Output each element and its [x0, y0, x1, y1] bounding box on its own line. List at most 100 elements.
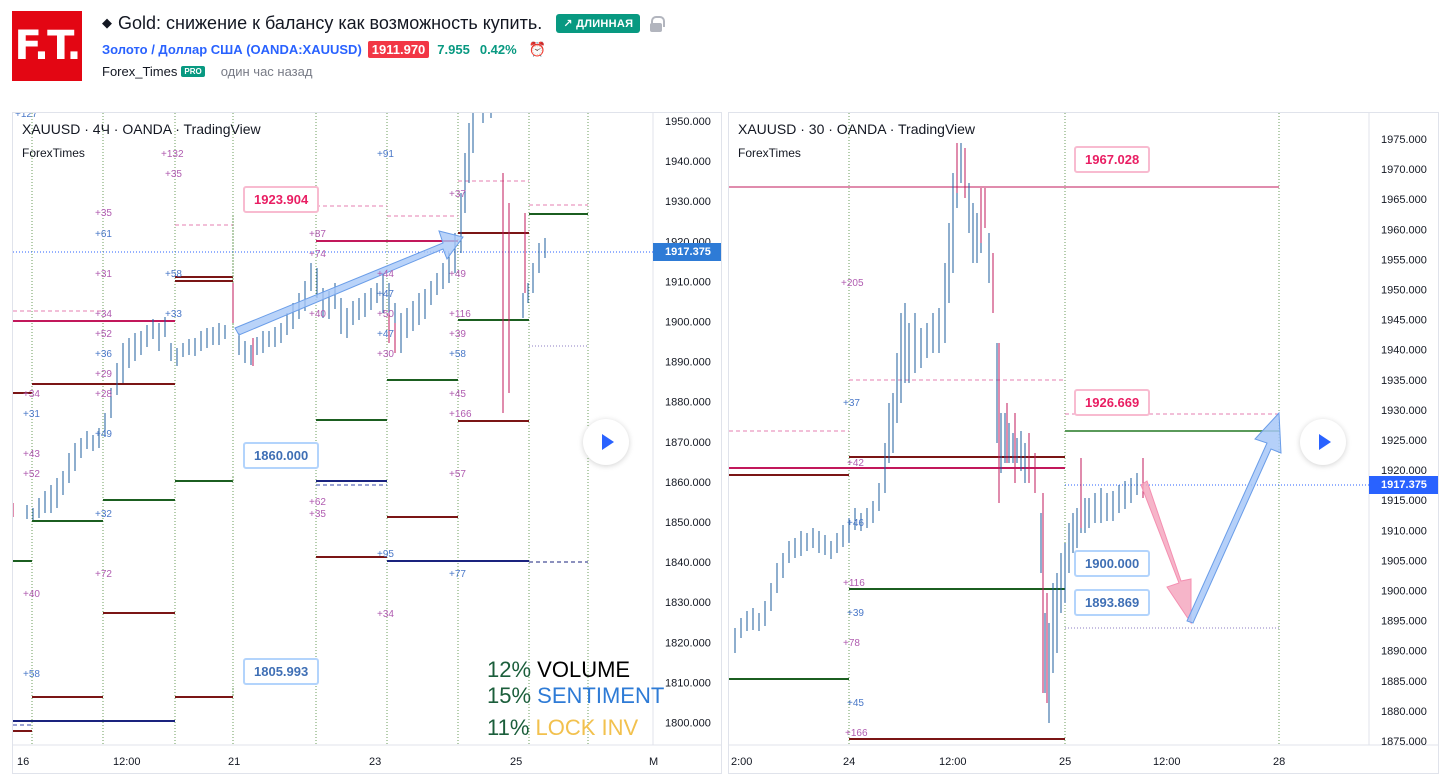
x-tick-label: M — [649, 756, 658, 768]
posted-time: один час назад — [220, 64, 313, 79]
y-tick-label: 1930.000 — [665, 196, 711, 208]
chart-panel-4h[interactable]: 1950.0001940.0001930.0001920.0001910.000… — [12, 112, 722, 774]
volume-annotation: +61 — [95, 229, 112, 240]
volume-annotation: +52 — [23, 469, 40, 480]
volume-annotation: +46 — [847, 518, 864, 529]
y-tick-label: 1885.000 — [1381, 676, 1427, 688]
direction-badge: ↗ ДЛИННАЯ — [556, 13, 641, 33]
stat-sentiment: 15% SENTIMENT — [487, 683, 664, 709]
x-tick-label: 12:00 — [939, 756, 967, 768]
x-tick-label: 28 — [1273, 756, 1285, 768]
y-tick-label: 1955.000 — [1381, 254, 1427, 266]
volume-annotation: +34 — [95, 309, 112, 320]
caret-diamond-icon: ◆ — [102, 15, 112, 30]
play-icon — [1319, 434, 1331, 450]
x-tick-label: 25 — [1059, 756, 1071, 768]
volume-annotation: +43 — [23, 449, 40, 460]
price-badge: 1911.970 — [367, 40, 430, 58]
y-tick-label: 1870.000 — [665, 437, 711, 449]
x-tick-label: 23 — [369, 756, 381, 768]
y-tick-label: 1910.000 — [665, 276, 711, 288]
y-tick-label: 1935.000 — [1381, 375, 1427, 387]
forex-times-logo[interactable]: F.T. — [12, 11, 82, 81]
price-box-1805[interactable]: 1805.993 — [243, 658, 320, 685]
volume-annotation: +78 — [843, 638, 860, 649]
y-tick-label: 1880.000 — [1381, 706, 1427, 718]
volume-annotation: +39 — [449, 329, 466, 340]
price-box-1893[interactable]: 1893.869 — [1074, 589, 1151, 616]
volume-annotation: +116 — [449, 309, 471, 320]
y-tick-label: 1965.000 — [1381, 194, 1427, 206]
chart-4h-canvas[interactable]: 1950.0001940.0001930.0001920.0001910.000… — [13, 113, 722, 774]
y-tick-label: 1890.000 — [665, 357, 711, 369]
volume-annotation: +205 — [841, 278, 864, 289]
chart-panel-30m[interactable]: 1975.000 1970.000 1965.000 1960.000 1955.000… — [728, 112, 1439, 774]
volume-annotation: +58 — [23, 669, 40, 680]
symbol-link[interactable]: Золото / Доллар США (OANDA:XAUUSD) — [102, 41, 362, 57]
y-tick-label: 1900.000 — [665, 317, 711, 329]
volume-annotation: +42 — [847, 458, 864, 469]
volume-annotation: +39 — [847, 608, 864, 619]
volume-annotation: +31 — [23, 409, 40, 420]
price-box-1926[interactable]: 1926.669 — [1074, 389, 1151, 416]
y-tick-label: 1830.000 — [665, 597, 711, 609]
price-box-1900[interactable]: 1900.000 — [1074, 550, 1151, 577]
y-tick-label: 1900.000 — [1381, 586, 1427, 598]
chart-4h-author: ForexTimes — [22, 146, 85, 160]
volume-annotation: +45 — [449, 389, 466, 400]
y-tick-label: 1840.000 — [665, 557, 711, 569]
stat-volume: 12% VOLUME — [487, 657, 664, 683]
volume-annotation: +34 — [23, 389, 40, 400]
x-tick-label: 16 — [17, 756, 29, 768]
pro-badge: PRO — [181, 66, 205, 77]
volume-annotation: +58 — [165, 269, 182, 280]
y-tick-label: 1910.000 — [1381, 525, 1427, 537]
stat-lock-label: LOCK INV — [535, 715, 639, 740]
chart-4h-title: XAUUSD · 4Ч · OANDA · TradingView — [22, 121, 261, 137]
volume-annotation: +72 — [95, 569, 112, 580]
y-tick-label: 1915.000 — [1381, 495, 1427, 507]
volume-annotation: +49 — [95, 429, 112, 440]
volume-annotation: +62 — [309, 497, 326, 508]
stat-lock-inv: 11% LOCK INV — [487, 715, 664, 741]
stat-volume-pct: 12% — [487, 657, 532, 682]
volume-annotation: +57 — [449, 469, 466, 480]
chart-30m-canvas[interactable]: 1975.000 1970.000 1965.000 1960.000 1955.000… — [729, 113, 1439, 774]
y-tick-label: 1810.000 — [665, 677, 711, 689]
volume-annotation: +44 — [377, 269, 394, 280]
x-tick-label: 25 — [510, 756, 522, 768]
price-box-1923[interactable]: 1923.904 — [243, 186, 320, 213]
volume-annotation: +52 — [95, 329, 112, 340]
y-tick-label: 1950.000 — [1381, 285, 1427, 297]
play-replay-button-right[interactable] — [1300, 419, 1346, 465]
volume-annotation: +35 — [95, 208, 112, 219]
volume-annotation: +95 — [377, 549, 394, 560]
y-tick-label: 1930.000 — [1381, 405, 1427, 417]
x-tick-label: 12:00 — [1153, 756, 1181, 768]
price-box-1967[interactable]: 1967.028 — [1074, 146, 1151, 173]
volume-annotation: +127 — [15, 113, 38, 120]
volume-annotation: +45 — [847, 698, 864, 709]
volume-annotation: +37 — [843, 398, 860, 409]
volume-annotation: +33 — [165, 309, 182, 320]
price-box-1860[interactable]: 1860.000 — [243, 442, 320, 469]
last-price-label-30m: 1917.375 — [1369, 476, 1438, 494]
candles-30m — [734, 143, 1138, 723]
y-tick-label: 1850.000 — [665, 517, 711, 529]
volume-annotation: +91 — [377, 149, 394, 160]
volume-annotation: +47 — [377, 289, 394, 300]
idea-title: Gold: снижение к балансу как возможность… — [118, 12, 543, 33]
volume-annotation: +35 — [165, 169, 182, 180]
alarm-clock-icon[interactable]: ⏰ — [528, 40, 547, 57]
volume-annotation: +37 — [449, 189, 466, 200]
volume-annotation: +166 — [845, 728, 868, 739]
volume-annotation: +47 — [377, 329, 394, 340]
x-tick-label: 21 — [228, 756, 240, 768]
chart-30m-author: ForexTimes — [738, 146, 801, 160]
stat-sentiment-label: SENTIMENT — [537, 683, 665, 708]
volume-annotation: +32 — [95, 509, 112, 520]
play-replay-button-left[interactable] — [583, 419, 629, 465]
author-name[interactable]: Forex_Times — [102, 64, 178, 79]
volume-annotation: +29 — [95, 369, 112, 380]
author-row: Forex_Times PRO один час назад — [102, 64, 312, 79]
